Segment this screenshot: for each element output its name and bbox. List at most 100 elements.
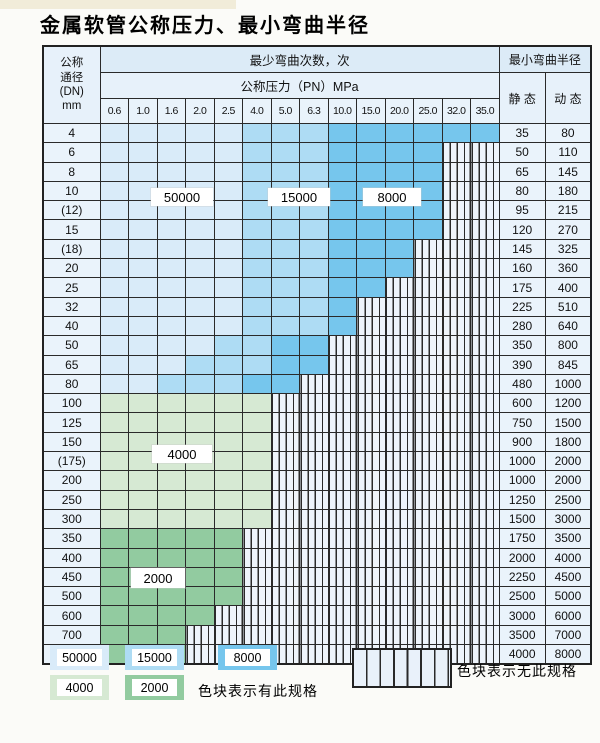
dn-cell: 4: [42, 122, 101, 144]
static-header: 静 态: [498, 72, 546, 124]
spec-cell-available: [128, 296, 158, 317]
legend-swatch-4000: 4000: [50, 675, 109, 700]
dynamic-radius-cell: 510: [544, 296, 592, 317]
table-row-dn-300: 300 1500 3000: [42, 508, 592, 530]
spec-cell-unavailable: [470, 528, 500, 549]
dynamic-radius-cell: 800: [544, 335, 592, 356]
spec-cell-available: [270, 122, 300, 144]
static-radius-cell: 390: [498, 354, 546, 375]
spec-cell-unavailable: [413, 335, 443, 356]
spec-cell-unavailable: [299, 373, 329, 395]
dynamic-radius-cell: 2000: [544, 470, 592, 491]
spec-cell-unavailable: [299, 624, 329, 646]
spec-cell-available: [185, 566, 215, 588]
spec-cell-available: [213, 489, 243, 510]
spec-cell-unavailable: [384, 547, 414, 568]
spec-cell-unavailable: [299, 508, 329, 530]
spec-cell-available: [213, 586, 243, 607]
spec-cell-available: [242, 277, 272, 298]
spec-cell-available: [213, 393, 243, 414]
spec-cell-available: [270, 373, 300, 395]
spec-cell-available: [242, 412, 272, 433]
dynamic-radius-cell: 325: [544, 238, 592, 260]
spec-cell-unavailable: [327, 508, 357, 530]
spec-cell-unavailable: [441, 373, 471, 395]
spec-cell-unavailable: [299, 644, 329, 665]
dynamic-radius-cell: 4500: [544, 566, 592, 588]
spec-cell-unavailable: [470, 644, 500, 665]
spec-cell-available: [156, 122, 186, 144]
spec-cell-unavailable: [299, 586, 329, 607]
dynamic-radius-cell: 3000: [544, 508, 592, 530]
spec-cell-unavailable: [413, 547, 443, 568]
spec-cell-available: [327, 238, 357, 260]
spec-cell-available: [270, 219, 300, 240]
legend-swatch-15000: 15000: [125, 645, 184, 670]
spec-cell-available: [99, 586, 129, 607]
dynamic-radius-cell: 3500: [544, 528, 592, 549]
spec-cell-available: [327, 315, 357, 337]
dn-header-line: mm: [62, 100, 82, 113]
dn-cell: (18): [42, 238, 101, 260]
static-radius-cell: 3500: [498, 624, 546, 646]
spec-cell-unavailable: [356, 508, 386, 530]
dn-header-line: (DN): [59, 86, 84, 98]
spec-cell-available: [213, 566, 243, 588]
dn-cell: 600: [42, 605, 101, 626]
spec-cell-available: [185, 335, 215, 356]
static-radius-cell: 280: [498, 315, 546, 337]
spec-cell-available: [413, 219, 443, 240]
spec-cell-unavailable: [299, 451, 329, 472]
spec-cell-available: [242, 393, 272, 414]
spec-cell-unavailable: [470, 296, 500, 317]
table-row-dn-250: 250 1250 2500: [42, 489, 592, 510]
spec-cell-available: [185, 373, 215, 395]
spec-cell-available: [128, 373, 158, 395]
spec-cell-unavailable: [413, 296, 443, 317]
spec-cell-unavailable: [470, 238, 500, 260]
static-radius-cell: 900: [498, 431, 546, 453]
spec-cell-unavailable: [356, 354, 386, 375]
spec-cell-unavailable: [242, 586, 272, 607]
spec-cell-available: [128, 142, 158, 163]
spec-cell-available: [299, 161, 329, 182]
dn-cell: 40: [42, 315, 101, 337]
spec-cell-unavailable: [270, 547, 300, 568]
spec-cell-unavailable: [413, 605, 443, 626]
spec-cell-available: [99, 431, 129, 453]
spec-cell-available: [185, 161, 215, 182]
spec-cell-unavailable: [470, 586, 500, 607]
grade-label-2000: 2000: [131, 568, 185, 588]
spec-cell-unavailable: [327, 624, 357, 646]
spec-cell-unavailable: [441, 296, 471, 317]
spec-cell-unavailable: [299, 393, 329, 414]
spec-cell-unavailable: [299, 605, 329, 626]
spec-cell-unavailable: [470, 258, 500, 279]
static-radius-cell: 3000: [498, 605, 546, 626]
spec-cell-available: [99, 161, 129, 182]
spec-cell-unavailable: [413, 528, 443, 549]
spec-cell-available: [213, 122, 243, 144]
table-row-dn-50: 50 350 800: [42, 335, 592, 356]
spec-cell-available: [213, 219, 243, 240]
static-radius-cell: 350: [498, 335, 546, 356]
pressure-header-value: 1.0: [128, 98, 158, 124]
static-radius-cell: 1000: [498, 451, 546, 472]
dynamic-radius-cell: 110: [544, 142, 592, 163]
spec-cell-available: [242, 470, 272, 491]
spec-cell-available: [356, 258, 386, 279]
spec-cell-available: [327, 180, 357, 202]
grade-label-4000: 4000: [152, 445, 212, 463]
spec-cell-available: [213, 258, 243, 279]
dynamic-radius-cell: 2500: [544, 489, 592, 510]
spec-cell-unavailable: [185, 624, 215, 646]
spec-cell-available: [99, 451, 129, 472]
spec-cell-available: [470, 122, 500, 144]
spec-cell-available: [270, 142, 300, 163]
spec-cell-available: [128, 277, 158, 298]
spec-cell-available: [128, 451, 158, 472]
spec-cell-available: [213, 470, 243, 491]
table-row-dn-350: 350 1750 3500: [42, 528, 592, 549]
spec-cell-available: [242, 335, 272, 356]
